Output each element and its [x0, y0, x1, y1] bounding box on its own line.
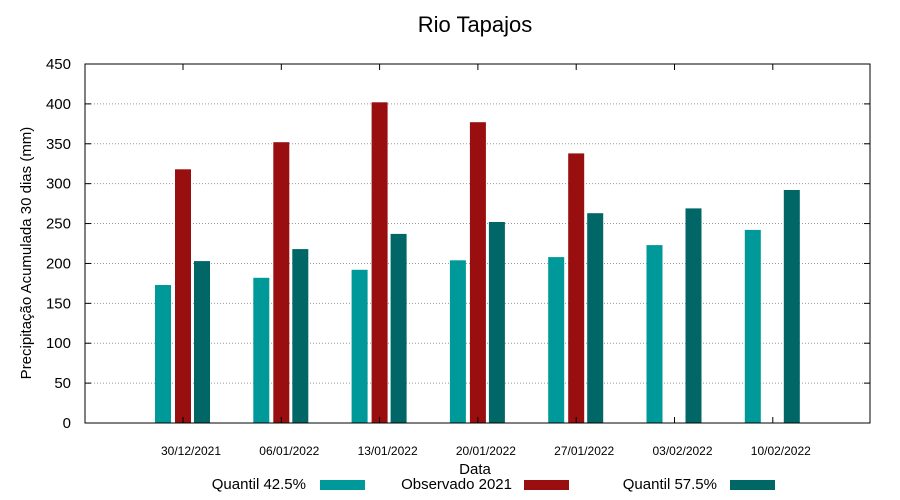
- x-tick-label: 30/12/2021: [161, 444, 221, 458]
- legend: Quantil 42.5% Observado 2021 Quantil 57.5%: [212, 476, 775, 493]
- legend-label-3: Quantil 57.5%: [623, 476, 717, 493]
- y-tick-label: 150: [46, 295, 71, 312]
- y-tick-label: 450: [46, 56, 71, 73]
- bar-3-2: [292, 249, 309, 423]
- y-axis-ticks: 0 50 100 150 200 250 300 350 400 450: [46, 56, 870, 432]
- x-tick-label: 06/01/2022: [259, 444, 319, 458]
- x-tick-label: 13/01/2022: [358, 444, 418, 458]
- legend-swatch-3: [730, 480, 775, 490]
- bar-1-6: [646, 245, 663, 423]
- chart-title: Rio Tapajos: [418, 12, 533, 37]
- legend-label-2: Observado 2021: [401, 476, 512, 493]
- x-tick-label: 10/02/2022: [751, 444, 811, 458]
- bar-1-5: [548, 257, 565, 423]
- legend-swatch-2: [524, 480, 569, 490]
- bar-2-5: [568, 153, 585, 423]
- bars: [155, 102, 800, 424]
- bar-1-4: [449, 260, 466, 423]
- bar-1-2: [253, 277, 270, 423]
- bar-2-1: [175, 169, 191, 423]
- x-axis-ticks: 30/12/2021 06/01/2022 13/01/2022 20/01/2022…: [161, 64, 811, 458]
- bar-1-1: [155, 285, 171, 423]
- bar-3-3: [390, 233, 407, 423]
- y-tick-label: 100: [46, 335, 71, 352]
- y-tick-label: 50: [54, 375, 71, 392]
- bar-2-2: [273, 142, 290, 423]
- bar-2-4: [469, 122, 486, 423]
- bar-1-3: [351, 269, 368, 423]
- grid-lines: [85, 103, 870, 384]
- x-tick-label: 03/02/2022: [652, 444, 712, 458]
- y-tick-label: 400: [46, 96, 71, 113]
- x-tick-label: 20/01/2022: [456, 444, 516, 458]
- y-axis-label: Precipitação Acumulada 30 dias (mm): [18, 127, 35, 380]
- bar-1-7: [744, 229, 761, 423]
- x-axis-label: Data: [459, 461, 491, 478]
- bar-3-4: [488, 222, 505, 423]
- bar-3-7: [783, 190, 800, 423]
- y-tick-label: 200: [46, 255, 71, 272]
- y-tick-label: 250: [46, 216, 71, 233]
- bar-3-6: [685, 208, 702, 423]
- bar-3-5: [587, 213, 604, 423]
- y-tick-label: 0: [63, 415, 71, 432]
- y-tick-label: 350: [46, 136, 71, 153]
- legend-label-1: Quantil 42.5%: [212, 476, 306, 493]
- legend-swatch-1: [320, 480, 365, 490]
- y-tick-label: 300: [46, 176, 71, 193]
- bar-3-1: [194, 261, 210, 423]
- bar-2-3: [371, 102, 388, 424]
- x-tick-label: 27/01/2022: [554, 444, 614, 458]
